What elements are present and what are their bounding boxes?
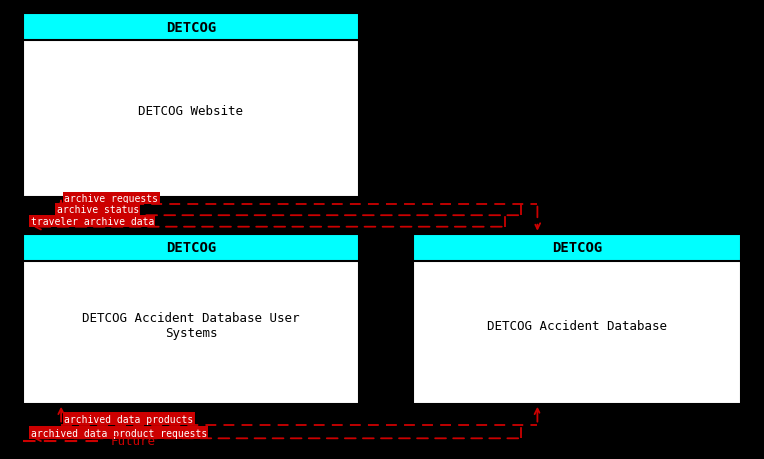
Text: DETCOG: DETCOG [166,21,216,34]
Bar [23,234,359,404]
Text: DETCOG: DETCOG [552,241,602,255]
Text: DETCOG: DETCOG [166,241,216,255]
Text: DETCOG Accident Database User
Systems: DETCOG Accident Database User Systems [83,312,299,340]
Text: DETCOG Accident Database: DETCOG Accident Database [487,319,667,332]
Text: traveler archive data: traveler archive data [31,217,154,226]
Bar [23,234,359,262]
Text: archived data products: archived data products [64,414,193,424]
Text: archived data product requests: archived data product requests [31,428,207,437]
Text: archive requests: archive requests [64,194,158,203]
Text: archive status: archive status [57,205,139,215]
Bar [23,14,359,197]
Text: DETCOG Website: DETCOG Website [138,105,244,118]
Bar [23,14,359,41]
Bar [413,234,741,404]
Text: Future: Future [111,434,156,447]
Bar [413,234,741,262]
